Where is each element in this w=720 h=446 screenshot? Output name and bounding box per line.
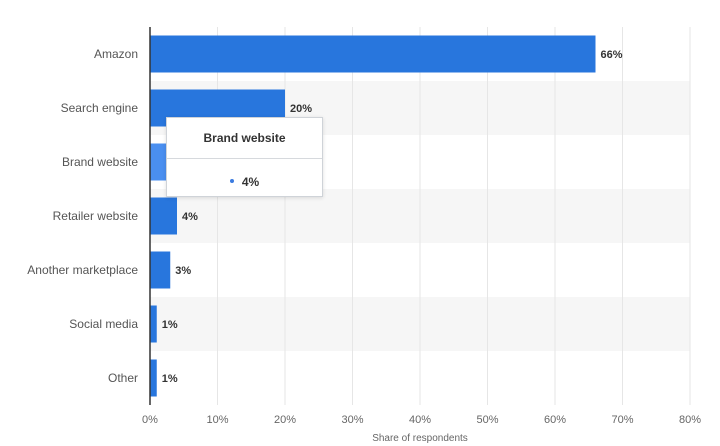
bar — [150, 251, 171, 289]
category-label: Brand website — [62, 155, 138, 169]
tooltip-value-row: 4% — [167, 159, 322, 198]
category-label: Another marketplace — [27, 263, 138, 277]
x-tick-label: 50% — [476, 414, 498, 426]
x-tick-label: 80% — [679, 414, 701, 426]
value-label: 66% — [601, 49, 623, 61]
category-label: Search engine — [61, 101, 139, 115]
value-label: 3% — [175, 265, 191, 277]
x-tick-label: 10% — [206, 414, 228, 426]
bar — [150, 359, 157, 397]
category-label: Amazon — [94, 47, 138, 61]
x-tick-label: 20% — [274, 414, 296, 426]
category-label: Social media — [69, 317, 138, 331]
x-axis-title: Share of respondents — [372, 433, 468, 444]
tooltip-title: Brand website — [167, 118, 322, 159]
value-label: 1% — [162, 319, 178, 331]
x-tick-label: 30% — [341, 414, 363, 426]
value-label: 20% — [290, 103, 312, 115]
bar — [150, 35, 596, 73]
x-tick-label: 40% — [409, 414, 431, 426]
x-tick-label: 70% — [611, 414, 633, 426]
x-tick-label: 0% — [142, 414, 158, 426]
category-label: Other — [108, 371, 138, 385]
value-label: 4% — [182, 211, 198, 223]
tooltip-value: 4% — [241, 175, 260, 189]
value-label: 1% — [162, 373, 178, 385]
bar — [150, 305, 157, 343]
category-label: Retailer website — [53, 209, 139, 223]
bar — [150, 197, 177, 235]
x-tick-label: 60% — [544, 414, 566, 426]
series-dot-icon — [229, 178, 234, 183]
chart-tooltip: Brand website 4% — [166, 117, 323, 197]
